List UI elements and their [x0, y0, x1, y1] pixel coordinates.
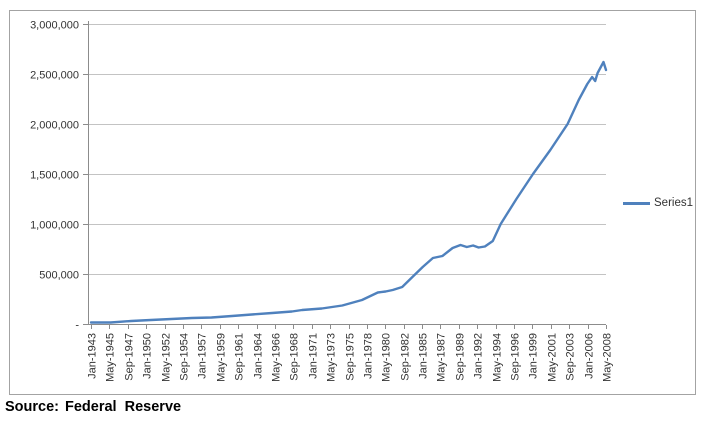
x-axis-label: May-1959 [216, 333, 228, 382]
x-axis-label: May-2001 [547, 333, 559, 382]
x-axis-label: Jan-1978 [363, 333, 375, 379]
legend: Series1 [623, 197, 693, 209]
x-axis-label: Sep-1989 [455, 333, 467, 381]
y-axis-label: 1,500,000 [30, 170, 79, 182]
x-axis-label: May-1994 [492, 333, 504, 382]
x-axis-label: Jan-1971 [308, 333, 320, 379]
x-axis-label: Sep-1961 [234, 333, 246, 381]
plot-area: - 500,000 1,000,000 1,500,000 2,000,000 2,500… [30, 20, 614, 382]
source-prefix: Source: [5, 399, 59, 415]
x-axis-label: Jan-1964 [253, 333, 265, 379]
x-axis-label: Jan-1950 [142, 333, 154, 379]
y-axis-label: 2,000,000 [30, 120, 79, 132]
x-axis-label: May-1980 [381, 333, 393, 382]
legend-label: Series1 [654, 197, 693, 209]
x-axis-label: May-1945 [105, 333, 117, 382]
x-axis-label: May-1952 [161, 333, 173, 382]
y-axis-label: 2,500,000 [30, 70, 79, 82]
x-axis-label: Jan-1999 [528, 333, 540, 379]
x-axis-label: Sep-1982 [400, 333, 412, 381]
x-axis-label: Sep-1968 [289, 333, 301, 381]
x-axis-label: Jan-1985 [418, 333, 430, 379]
x-axis-label: Jan-2006 [584, 333, 596, 379]
y-axis-label: - [75, 320, 79, 332]
chart-frame: - 500,000 1,000,000 1,500,000 2,000,000 2,500… [9, 10, 696, 395]
y-axis-label: 1,000,000 [30, 220, 79, 232]
x-axis-label: May-1987 [436, 333, 448, 382]
x-axis-label: Sep-1947 [124, 333, 136, 381]
x-axis-label: Jan-1957 [197, 333, 209, 379]
x-axis-label: Jan-1943 [87, 333, 99, 379]
series-line-series1 [89, 60, 608, 324]
x-axis-label: Sep-1954 [179, 333, 191, 381]
source-note: Source: Federal Reserve [5, 399, 181, 415]
x-axis-label: Jan-1992 [473, 333, 485, 379]
x-axis-label: May-1973 [326, 333, 338, 382]
x-axis-label: May-1966 [271, 333, 283, 382]
y-axis-label: 500,000 [39, 270, 79, 282]
x-axis-label: Sep-1996 [510, 333, 522, 381]
y-axis-label: 3,000,000 [30, 20, 79, 32]
x-axis-label: May-2008 [602, 333, 614, 382]
source-text: Federal Reserve [65, 399, 182, 415]
x-axis-label: Sep-1975 [345, 333, 357, 381]
x-axis-label: Sep-2003 [565, 333, 577, 381]
legend-series-line-swatch [623, 201, 650, 205]
